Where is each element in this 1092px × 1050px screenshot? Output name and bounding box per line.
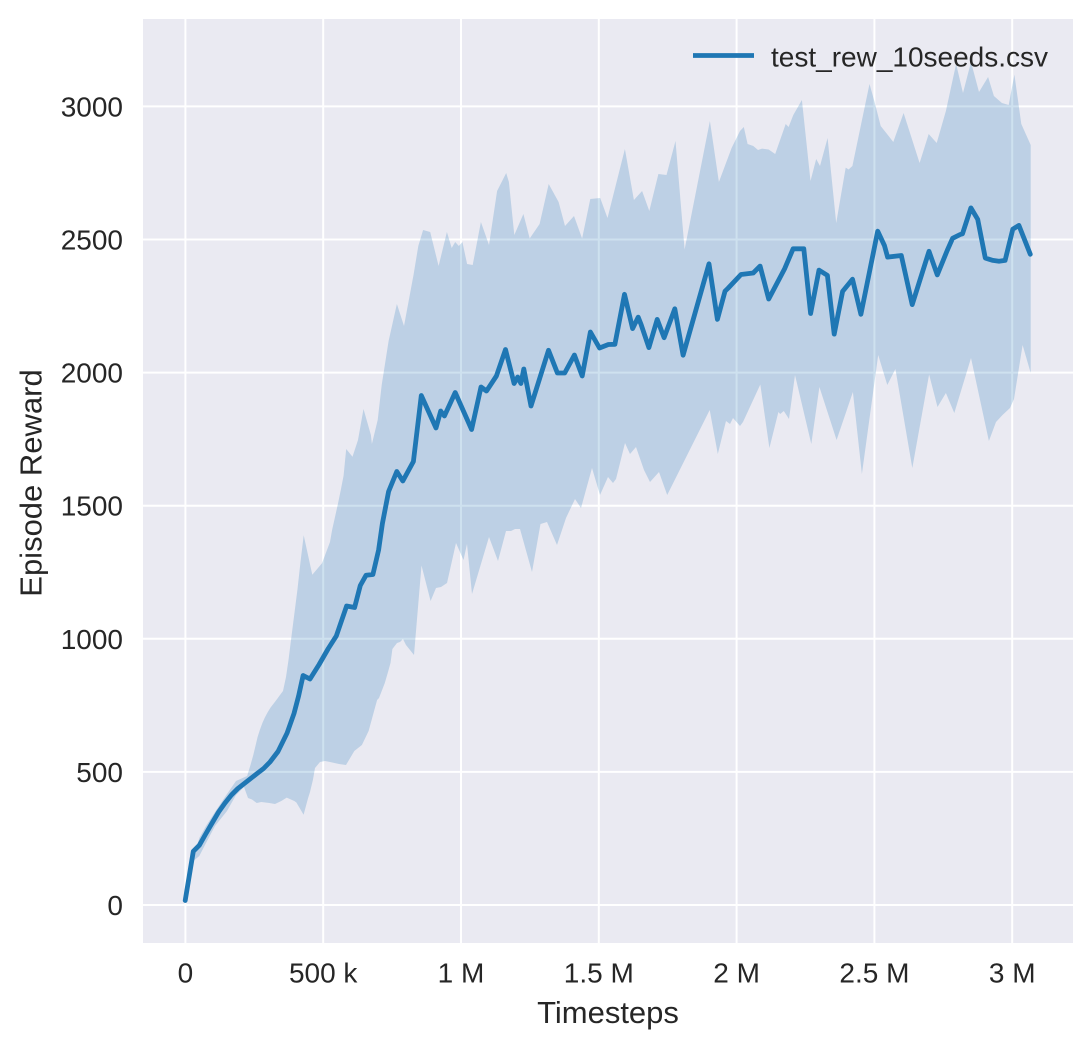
svg-text:0: 0: [107, 890, 123, 921]
svg-text:1000: 1000: [61, 624, 123, 655]
svg-text:2 M: 2 M: [713, 958, 760, 989]
svg-text:1500: 1500: [61, 491, 123, 522]
svg-text:1 M: 1 M: [438, 958, 485, 989]
svg-text:2000: 2000: [61, 358, 123, 389]
svg-text:0: 0: [178, 958, 194, 989]
svg-text:500: 500: [76, 757, 123, 788]
svg-text:2500: 2500: [61, 225, 123, 256]
svg-text:Episode Reward: Episode Reward: [14, 369, 49, 596]
svg-text:2.5 M: 2.5 M: [839, 958, 909, 989]
svg-text:Timesteps: Timesteps: [537, 995, 679, 1030]
svg-text:3000: 3000: [61, 91, 123, 122]
svg-text:1.5 M: 1.5 M: [564, 958, 634, 989]
svg-text:500 k: 500 k: [289, 958, 358, 989]
svg-text:test_rew_10seeds.csv: test_rew_10seeds.csv: [771, 42, 1048, 73]
svg-text:3 M: 3 M: [989, 958, 1036, 989]
